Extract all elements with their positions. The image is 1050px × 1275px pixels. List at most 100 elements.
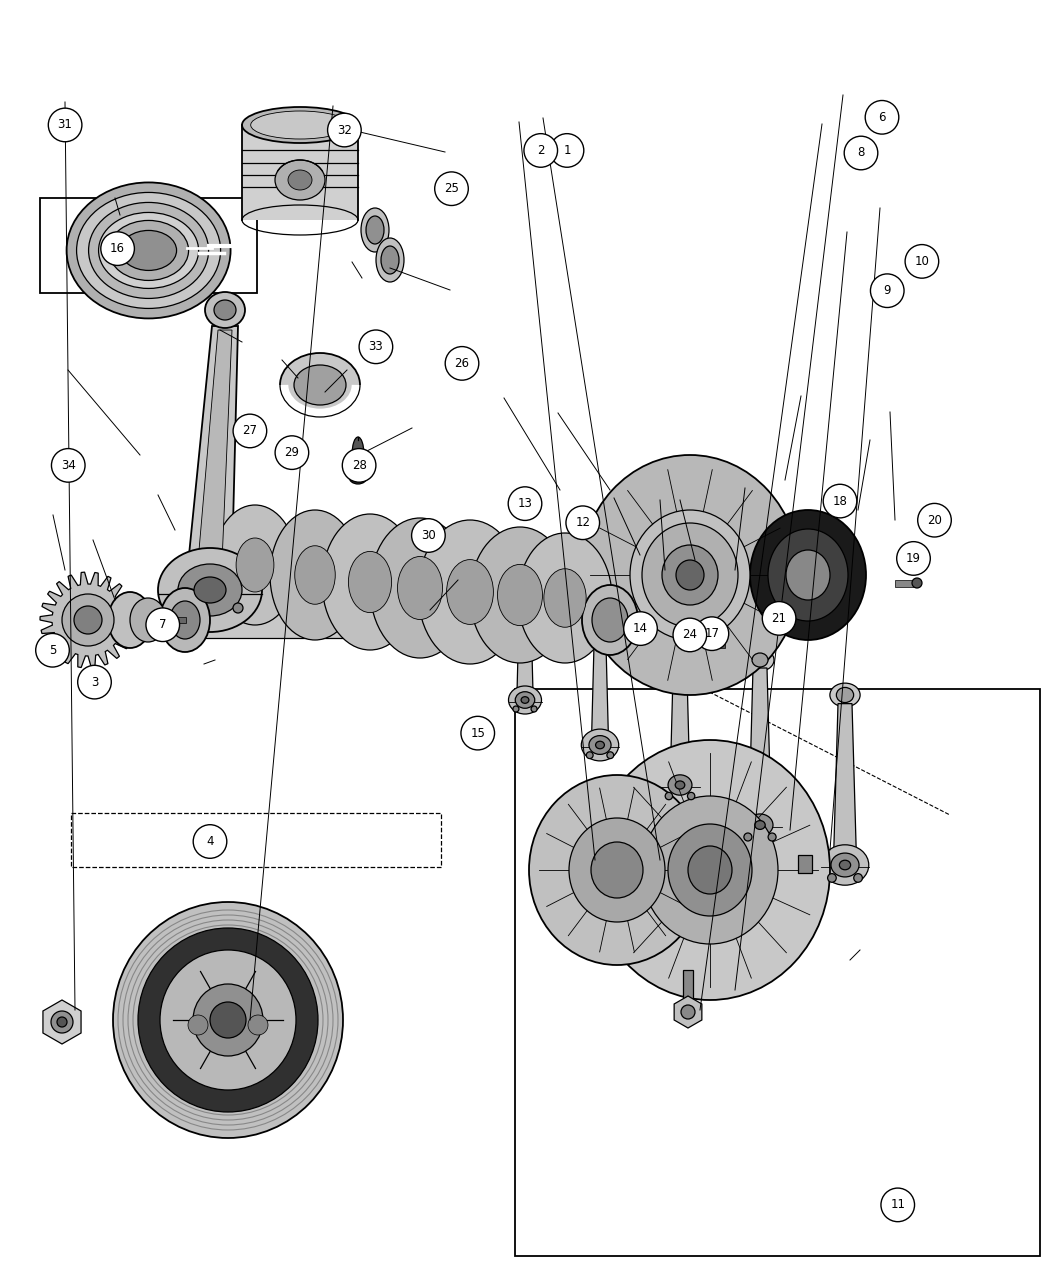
- Ellipse shape: [827, 873, 836, 882]
- Ellipse shape: [675, 780, 685, 789]
- Ellipse shape: [521, 696, 529, 704]
- Ellipse shape: [659, 768, 700, 802]
- Text: 12: 12: [575, 516, 590, 529]
- Ellipse shape: [376, 238, 404, 282]
- Circle shape: [566, 506, 600, 539]
- Ellipse shape: [138, 928, 318, 1112]
- Text: 24: 24: [682, 629, 697, 641]
- Circle shape: [435, 172, 468, 205]
- Ellipse shape: [667, 620, 693, 640]
- Text: 34: 34: [61, 459, 76, 472]
- Text: 14: 14: [633, 622, 648, 635]
- Ellipse shape: [349, 551, 392, 612]
- Ellipse shape: [160, 950, 296, 1090]
- Ellipse shape: [676, 560, 704, 590]
- Circle shape: [461, 717, 495, 750]
- Ellipse shape: [529, 775, 705, 965]
- Text: 3: 3: [90, 676, 99, 688]
- Ellipse shape: [590, 740, 830, 1000]
- Ellipse shape: [508, 686, 542, 714]
- Ellipse shape: [582, 585, 638, 655]
- Polygon shape: [834, 704, 857, 854]
- Ellipse shape: [498, 565, 543, 626]
- Ellipse shape: [121, 231, 176, 270]
- Polygon shape: [198, 330, 232, 562]
- Polygon shape: [749, 668, 771, 815]
- Ellipse shape: [531, 706, 538, 711]
- Text: 21: 21: [772, 612, 786, 625]
- Circle shape: [905, 245, 939, 278]
- Ellipse shape: [586, 752, 593, 759]
- Circle shape: [897, 542, 930, 575]
- Ellipse shape: [51, 1011, 74, 1033]
- Text: 18: 18: [833, 495, 847, 507]
- Ellipse shape: [738, 806, 782, 844]
- Ellipse shape: [837, 687, 854, 703]
- Ellipse shape: [607, 752, 613, 759]
- Ellipse shape: [57, 1017, 67, 1026]
- Ellipse shape: [178, 564, 242, 616]
- Ellipse shape: [544, 569, 586, 627]
- Circle shape: [673, 618, 707, 652]
- Text: 26: 26: [455, 357, 469, 370]
- Ellipse shape: [194, 578, 226, 603]
- Text: 11: 11: [890, 1198, 905, 1211]
- Bar: [514, 688, 1040, 1256]
- Bar: [40, 198, 257, 293]
- Bar: [798, 856, 812, 873]
- Circle shape: [146, 608, 180, 641]
- Ellipse shape: [688, 792, 695, 799]
- Text: 17: 17: [705, 627, 719, 640]
- Ellipse shape: [592, 598, 628, 643]
- Ellipse shape: [108, 221, 189, 280]
- Ellipse shape: [77, 193, 220, 309]
- Ellipse shape: [242, 107, 358, 143]
- Circle shape: [48, 108, 82, 142]
- Text: 1: 1: [563, 144, 571, 157]
- Text: 13: 13: [518, 497, 532, 510]
- Circle shape: [193, 825, 227, 858]
- Text: 32: 32: [337, 124, 352, 136]
- Ellipse shape: [516, 692, 534, 709]
- Ellipse shape: [750, 510, 866, 640]
- Ellipse shape: [193, 984, 262, 1056]
- Ellipse shape: [214, 300, 236, 320]
- Ellipse shape: [854, 873, 862, 882]
- Ellipse shape: [591, 842, 643, 898]
- Bar: [242, 125, 358, 221]
- Ellipse shape: [280, 353, 360, 417]
- Ellipse shape: [66, 182, 231, 319]
- Ellipse shape: [630, 510, 750, 640]
- Text: 29: 29: [285, 446, 299, 459]
- Ellipse shape: [113, 901, 343, 1139]
- Ellipse shape: [589, 736, 611, 755]
- Text: 27: 27: [243, 425, 257, 437]
- Ellipse shape: [768, 529, 848, 621]
- Text: 15: 15: [470, 727, 485, 739]
- Ellipse shape: [275, 159, 326, 200]
- Circle shape: [101, 232, 134, 265]
- Ellipse shape: [512, 706, 519, 711]
- Ellipse shape: [595, 741, 605, 748]
- Ellipse shape: [158, 548, 262, 632]
- Polygon shape: [40, 572, 136, 668]
- Circle shape: [342, 449, 376, 482]
- Circle shape: [550, 134, 584, 167]
- Ellipse shape: [248, 1015, 268, 1035]
- Text: 30: 30: [421, 529, 436, 542]
- Bar: [168, 617, 186, 623]
- Ellipse shape: [88, 203, 209, 298]
- Circle shape: [624, 612, 657, 645]
- Circle shape: [865, 101, 899, 134]
- Ellipse shape: [352, 437, 364, 473]
- Ellipse shape: [361, 208, 388, 252]
- Bar: [682, 970, 693, 1010]
- Ellipse shape: [582, 729, 618, 761]
- Ellipse shape: [642, 796, 778, 944]
- Text: 20: 20: [927, 514, 942, 527]
- Ellipse shape: [747, 813, 773, 836]
- Ellipse shape: [642, 523, 738, 627]
- Polygon shape: [188, 326, 238, 565]
- Circle shape: [695, 617, 729, 650]
- Circle shape: [445, 347, 479, 380]
